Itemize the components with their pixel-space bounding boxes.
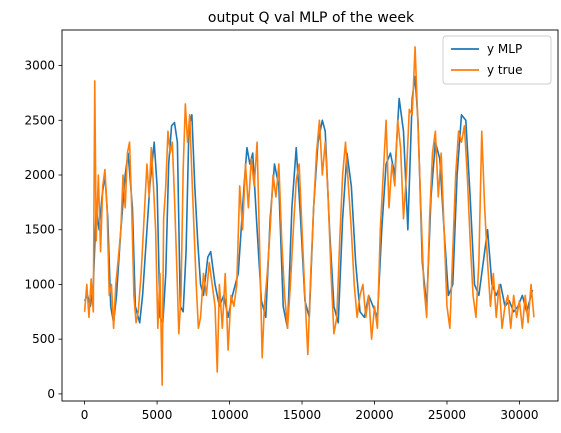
y-tick-label: 0 <box>47 387 55 401</box>
x-tick-label: 0 <box>81 408 89 422</box>
y-tick-label: 1500 <box>24 223 55 237</box>
y-tick-label: 2500 <box>24 113 55 127</box>
legend-label: y MLP <box>487 42 522 56</box>
y-tick-label: 1000 <box>24 277 55 291</box>
legend-label: y true <box>487 63 523 77</box>
x-tick-label: 15000 <box>283 408 321 422</box>
legend: y MLP y true <box>443 36 551 84</box>
y-tick-label: 3000 <box>24 59 55 73</box>
x-tick-label: 10000 <box>210 408 248 422</box>
chart-title: output Q val MLP of the week <box>208 10 415 26</box>
x-tick-label: 5000 <box>142 408 173 422</box>
x-tick-label: 25000 <box>428 408 466 422</box>
x-tick-label: 30000 <box>500 408 538 422</box>
y-tick-label: 500 <box>32 332 55 346</box>
x-tick-label: 20000 <box>355 408 393 422</box>
y-tick-label: 2000 <box>24 168 55 182</box>
